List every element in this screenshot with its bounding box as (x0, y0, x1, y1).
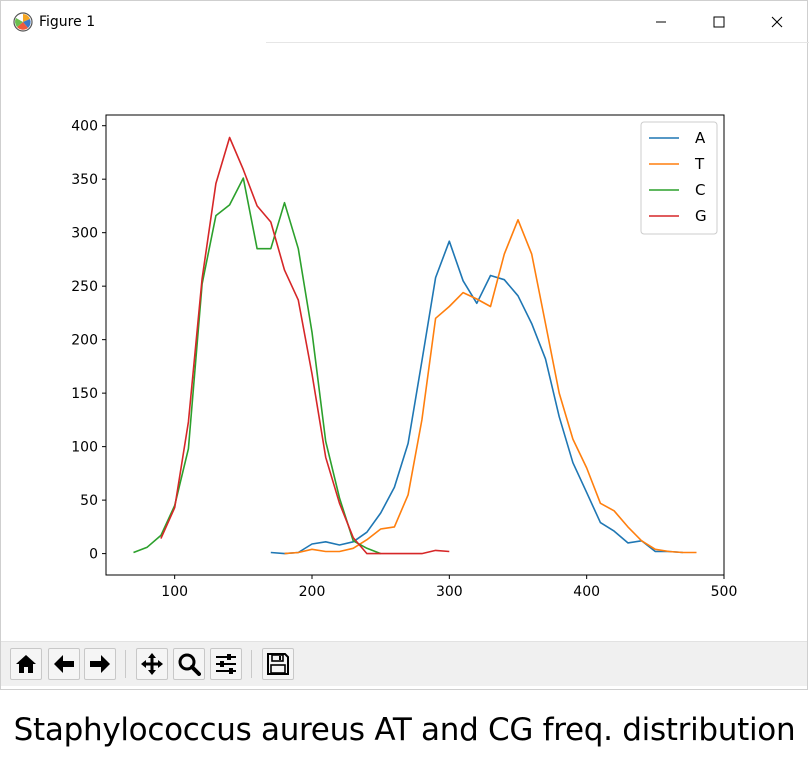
y-tick-label: 50 (80, 493, 98, 509)
back-button[interactable] (48, 648, 80, 680)
back-icon (54, 655, 74, 673)
forward-icon (90, 655, 110, 673)
y-tick-label: 0 (89, 547, 98, 563)
series-line-g (160, 136, 450, 555)
x-tick-label: 500 (711, 584, 738, 600)
figure-canvas[interactable]: 100 200 300 400 500 0 50 100 150 200 250 300 350 400 A… (1, 43, 807, 641)
series-line-t (284, 219, 697, 555)
y-tick-label: 200 (71, 333, 98, 349)
window-title: Figure 1 (39, 14, 96, 30)
legend-label-g: G (695, 207, 707, 225)
figure-caption: Staphylococcus aureus AT and CG freq. di… (13, 712, 796, 748)
close-button[interactable] (748, 1, 806, 43)
legend-label-t: T (694, 155, 705, 173)
title-bar-divider (266, 42, 809, 43)
y-tick-label: 100 (71, 440, 98, 456)
close-icon (771, 16, 783, 28)
configure-subplots-button[interactable] (210, 648, 242, 680)
y-tick-label: 350 (71, 172, 98, 188)
toolbar-divider (251, 650, 252, 678)
navigation-toolbar (1, 641, 807, 686)
forward-button[interactable] (84, 648, 116, 680)
title-bar[interactable]: Figure 1 (1, 1, 807, 43)
figure-window: Figure 1 100 200 300 400 500 0 50 100 150 200 250 3… (0, 0, 809, 690)
y-tick-label: 150 (71, 386, 98, 402)
maximize-icon (713, 16, 725, 28)
legend-box (640, 121, 718, 235)
zoom-icon (178, 653, 201, 676)
matplotlib-app-icon (13, 12, 33, 32)
line-chart: 100 200 300 400 500 0 50 100 150 200 250 300 350 400 A… (71, 114, 738, 600)
configure-subplots-icon (216, 654, 236, 674)
toolbar-divider (125, 650, 126, 678)
y-tick-label: 250 (71, 279, 98, 295)
save-icon (267, 653, 289, 675)
save-button[interactable] (262, 648, 294, 680)
y-tick-label: 400 (71, 119, 98, 135)
x-tick-label: 300 (436, 584, 463, 600)
series-line-a (270, 240, 683, 555)
pan-icon (141, 653, 163, 675)
legend-label-c: C (695, 181, 705, 199)
x-tick-label: 200 (299, 584, 326, 600)
axes-frame (105, 114, 725, 576)
minimize-button[interactable] (632, 1, 690, 43)
x-tick-label: 400 (573, 584, 600, 600)
minimize-icon (656, 21, 666, 23)
x-tick-label: 100 (161, 584, 188, 600)
home-icon (16, 655, 36, 673)
pan-button[interactable] (136, 648, 168, 680)
home-button[interactable] (10, 648, 42, 680)
maximize-button[interactable] (690, 1, 748, 43)
legend-label-a: A (695, 129, 706, 147)
zoom-button[interactable] (173, 648, 205, 680)
y-tick-label: 300 (71, 226, 98, 242)
